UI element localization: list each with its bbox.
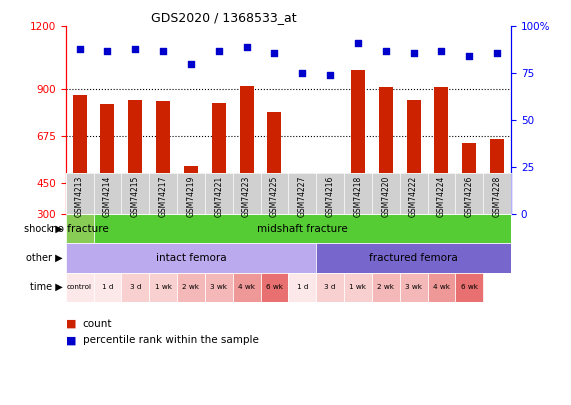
Bar — [94, 273, 122, 302]
Bar — [316, 273, 344, 302]
Bar — [184, 166, 198, 214]
Text: 3 d: 3 d — [324, 284, 336, 290]
Bar — [456, 273, 483, 302]
Text: GSM74225: GSM74225 — [270, 175, 279, 217]
Text: ■: ■ — [66, 335, 76, 345]
Bar — [267, 112, 282, 214]
Bar — [177, 273, 205, 302]
Bar — [344, 273, 372, 302]
Bar — [156, 102, 170, 214]
Point — [186, 61, 195, 67]
Text: GSM74213: GSM74213 — [75, 175, 84, 217]
Text: percentile rank within the sample: percentile rank within the sample — [83, 335, 259, 345]
Bar — [66, 273, 94, 302]
Point — [159, 47, 168, 54]
Text: 1 wk: 1 wk — [349, 284, 367, 290]
Bar — [73, 95, 87, 214]
Point — [437, 47, 446, 54]
Text: 4 wk: 4 wk — [433, 284, 450, 290]
Bar — [379, 87, 393, 214]
Text: 3 wk: 3 wk — [405, 284, 422, 290]
Bar — [149, 273, 177, 302]
Bar — [233, 273, 260, 302]
Text: GSM74216: GSM74216 — [325, 175, 335, 217]
Point — [409, 49, 418, 56]
Bar — [316, 243, 511, 273]
Text: 3 wk: 3 wk — [210, 284, 227, 290]
Bar — [212, 102, 226, 214]
Bar — [260, 273, 288, 302]
Point — [297, 70, 307, 77]
Bar — [295, 181, 309, 214]
Bar — [100, 104, 114, 214]
Text: time ▶: time ▶ — [30, 282, 63, 292]
Point — [493, 49, 502, 56]
Text: 1 d: 1 d — [102, 284, 113, 290]
Text: GSM74215: GSM74215 — [131, 175, 140, 217]
Text: GSM74220: GSM74220 — [381, 175, 391, 217]
Text: GSM74222: GSM74222 — [409, 175, 418, 217]
Text: ■: ■ — [66, 319, 76, 329]
Point — [214, 47, 223, 54]
Text: GSM74221: GSM74221 — [214, 175, 223, 217]
Point — [270, 49, 279, 56]
Text: shock ▶: shock ▶ — [24, 224, 63, 234]
Text: GDS2020 / 1368533_at: GDS2020 / 1368533_at — [151, 11, 297, 24]
Text: control: control — [67, 284, 92, 290]
Point — [465, 53, 474, 60]
Point — [325, 72, 335, 79]
Bar — [205, 273, 233, 302]
Bar — [240, 86, 254, 214]
Point — [131, 46, 140, 52]
Bar — [428, 273, 456, 302]
Text: GSM74214: GSM74214 — [103, 175, 112, 217]
Text: 2 wk: 2 wk — [377, 284, 395, 290]
Text: other ▶: other ▶ — [26, 253, 63, 263]
Bar — [66, 214, 94, 243]
Bar — [400, 273, 428, 302]
Text: GSM74228: GSM74228 — [493, 175, 502, 217]
Text: 1 wk: 1 wk — [155, 284, 172, 290]
Text: 6 wk: 6 wk — [266, 284, 283, 290]
Bar — [122, 273, 149, 302]
Bar — [435, 87, 448, 214]
Text: midshaft fracture: midshaft fracture — [257, 224, 348, 234]
Text: fractured femora: fractured femora — [369, 253, 458, 263]
Point — [103, 47, 112, 54]
Bar — [407, 100, 421, 214]
Bar — [372, 273, 400, 302]
Bar — [351, 70, 365, 214]
Text: GSM74218: GSM74218 — [353, 175, 363, 217]
Text: GSM74224: GSM74224 — [437, 175, 446, 217]
Bar — [463, 143, 476, 214]
Bar — [66, 243, 316, 273]
Point — [353, 40, 363, 47]
Text: GSM74223: GSM74223 — [242, 175, 251, 217]
Bar — [490, 139, 504, 214]
Text: GSM74227: GSM74227 — [297, 175, 307, 217]
Text: 2 wk: 2 wk — [182, 284, 199, 290]
Text: 6 wk: 6 wk — [461, 284, 478, 290]
Point — [242, 44, 251, 50]
Text: GSM74219: GSM74219 — [186, 175, 195, 217]
Text: 1 d: 1 d — [296, 284, 308, 290]
Text: 3 d: 3 d — [130, 284, 141, 290]
Bar — [323, 194, 337, 214]
Text: intact femora: intact femora — [156, 253, 226, 263]
Text: GSM74226: GSM74226 — [465, 175, 474, 217]
Text: GSM74217: GSM74217 — [159, 175, 168, 217]
Point — [75, 46, 84, 52]
Point — [381, 47, 391, 54]
Bar — [128, 100, 142, 214]
Text: count: count — [83, 319, 112, 329]
Text: 4 wk: 4 wk — [238, 284, 255, 290]
Bar — [288, 273, 316, 302]
Text: no fracture: no fracture — [51, 224, 108, 234]
